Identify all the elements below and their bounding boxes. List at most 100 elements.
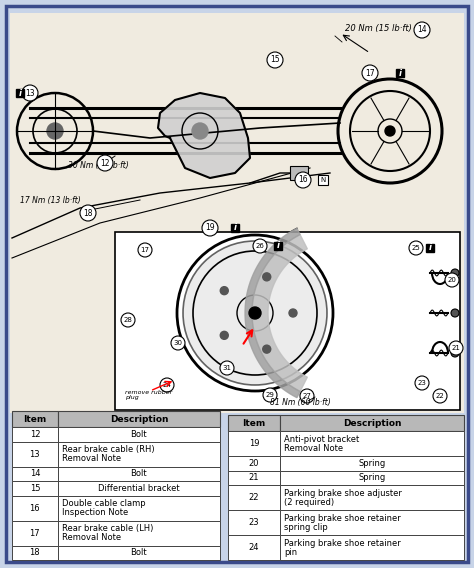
Text: 21: 21 xyxy=(249,474,259,482)
Text: 20: 20 xyxy=(249,459,259,468)
Text: i: i xyxy=(18,89,21,98)
Bar xyxy=(58,442,220,467)
Bar xyxy=(115,232,460,410)
Circle shape xyxy=(433,389,447,403)
Bar xyxy=(12,467,58,481)
Text: 22: 22 xyxy=(249,493,259,502)
Text: 30: 30 xyxy=(173,340,182,346)
Text: 18: 18 xyxy=(83,208,93,218)
Circle shape xyxy=(97,155,113,171)
Circle shape xyxy=(414,22,430,38)
Circle shape xyxy=(171,336,185,350)
Text: 28: 28 xyxy=(124,317,132,323)
Polygon shape xyxy=(252,235,307,391)
Text: Description: Description xyxy=(343,419,401,428)
Bar xyxy=(12,520,58,545)
Bar xyxy=(58,520,220,545)
Bar xyxy=(228,485,280,510)
Bar xyxy=(58,545,220,560)
Text: 13: 13 xyxy=(25,89,35,98)
Circle shape xyxy=(22,85,38,101)
Text: remove rubber
plug: remove rubber plug xyxy=(125,390,172,400)
Circle shape xyxy=(253,239,267,253)
Text: 29: 29 xyxy=(265,392,274,398)
Circle shape xyxy=(220,361,234,375)
Bar xyxy=(280,535,464,560)
Bar xyxy=(280,485,464,510)
Text: N: N xyxy=(320,177,326,183)
Text: Differential bracket: Differential bracket xyxy=(98,484,180,493)
Circle shape xyxy=(445,273,459,287)
Text: Spring: Spring xyxy=(358,459,385,468)
Text: i: i xyxy=(399,69,401,77)
Text: 12: 12 xyxy=(100,158,110,168)
Text: Removal Note: Removal Note xyxy=(62,454,121,463)
Text: 15: 15 xyxy=(30,484,40,493)
Circle shape xyxy=(263,273,271,281)
Bar xyxy=(228,456,280,471)
Text: 12: 12 xyxy=(30,430,40,439)
Text: Bolt: Bolt xyxy=(130,469,147,478)
Text: 19: 19 xyxy=(205,223,215,232)
Text: 21: 21 xyxy=(452,345,460,351)
Bar xyxy=(280,456,464,471)
Circle shape xyxy=(80,205,96,221)
Bar xyxy=(12,481,58,496)
Text: Inspection Note: Inspection Note xyxy=(62,508,128,517)
Circle shape xyxy=(220,331,228,339)
Circle shape xyxy=(415,376,429,390)
Text: Rear brake cable (RH): Rear brake cable (RH) xyxy=(62,445,155,454)
Text: Item: Item xyxy=(242,419,265,428)
Bar xyxy=(12,496,58,520)
Circle shape xyxy=(295,172,311,188)
Circle shape xyxy=(183,241,327,385)
Bar xyxy=(12,427,58,442)
Circle shape xyxy=(449,341,463,355)
Bar xyxy=(231,224,238,232)
Text: 17: 17 xyxy=(29,529,40,537)
Bar xyxy=(10,13,464,413)
Circle shape xyxy=(409,241,423,255)
Text: 18: 18 xyxy=(29,548,40,557)
Bar xyxy=(228,415,280,431)
Bar xyxy=(318,175,328,185)
Circle shape xyxy=(121,313,135,327)
Circle shape xyxy=(451,269,459,277)
Polygon shape xyxy=(158,93,250,178)
Bar xyxy=(396,69,403,77)
Circle shape xyxy=(385,126,395,136)
Text: 14: 14 xyxy=(417,26,427,35)
Text: Bolt: Bolt xyxy=(130,548,147,557)
Circle shape xyxy=(263,388,277,402)
Text: Spring: Spring xyxy=(358,474,385,482)
Text: Bolt: Bolt xyxy=(130,430,147,439)
Text: Removal Note: Removal Note xyxy=(62,533,121,542)
Text: (2 required): (2 required) xyxy=(284,498,334,507)
Bar xyxy=(427,244,434,252)
Bar xyxy=(274,242,282,250)
Bar xyxy=(58,411,220,427)
Bar xyxy=(58,467,220,481)
Text: 15: 15 xyxy=(270,56,280,65)
Text: Rear brake cable (LH): Rear brake cable (LH) xyxy=(62,524,153,533)
Bar xyxy=(58,481,220,496)
Text: Description: Description xyxy=(109,415,168,424)
Text: 81 Nm (60 lb·ft): 81 Nm (60 lb·ft) xyxy=(270,399,330,407)
Text: 27: 27 xyxy=(302,393,311,399)
Text: 25: 25 xyxy=(411,245,420,251)
Text: Double cable clamp: Double cable clamp xyxy=(62,499,146,508)
Circle shape xyxy=(451,349,459,357)
Text: 20 Nm (15 lb·ft): 20 Nm (15 lb·ft) xyxy=(345,24,412,33)
Text: i: i xyxy=(428,244,431,253)
Circle shape xyxy=(289,309,297,317)
Bar xyxy=(17,89,24,97)
Bar xyxy=(58,496,220,520)
Bar xyxy=(228,510,280,535)
Text: 16: 16 xyxy=(298,176,308,185)
Bar xyxy=(280,415,464,431)
Circle shape xyxy=(160,378,174,392)
Circle shape xyxy=(263,345,271,353)
Circle shape xyxy=(138,243,152,257)
Circle shape xyxy=(47,123,63,139)
Circle shape xyxy=(202,220,218,236)
